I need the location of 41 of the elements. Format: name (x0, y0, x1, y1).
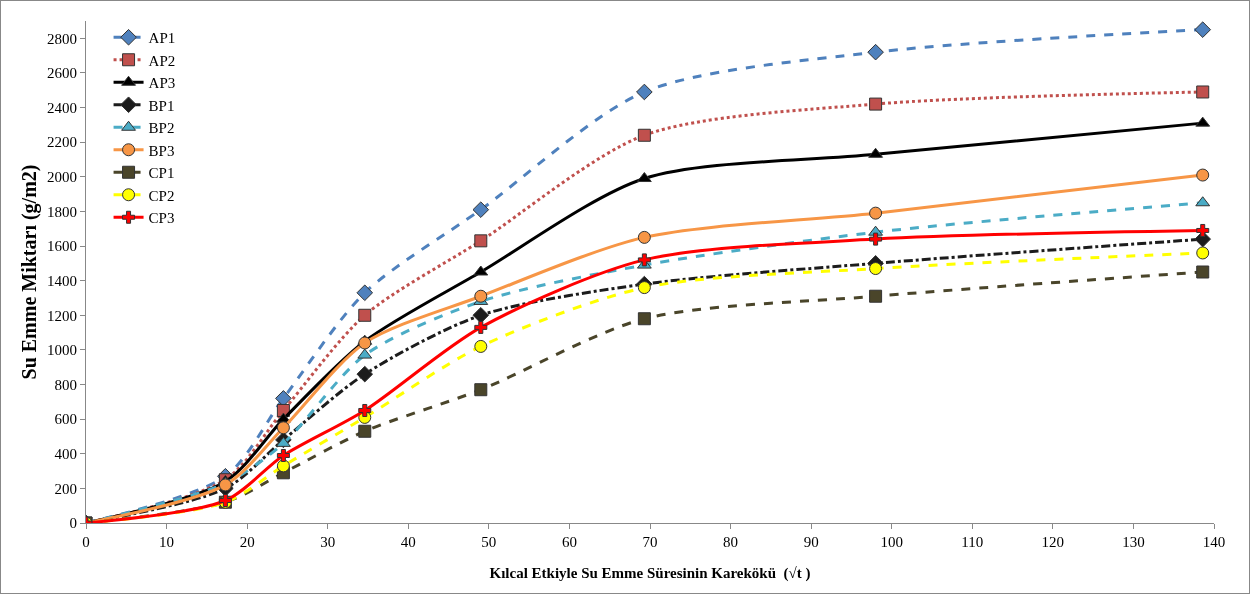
y-tick-label: 2800 (47, 30, 77, 47)
y-tick-label: 1400 (47, 272, 77, 289)
legend-label: AP2 (148, 52, 176, 69)
legend-label: CP1 (148, 165, 175, 182)
x-tick-label: 10 (159, 534, 175, 550)
y-tick-label: 800 (54, 376, 77, 393)
legend-label: AP1 (148, 30, 176, 47)
y-tick-label: 2400 (47, 99, 77, 116)
y-tick-label: 400 (54, 446, 77, 463)
x-tick-label: 140 (1202, 534, 1226, 550)
y-tick-label: 0 (69, 515, 77, 532)
x-tick-label: 0 (82, 534, 90, 550)
x-tick-label: 50 (481, 534, 497, 550)
legend-label: BP3 (148, 142, 175, 159)
y-tick-label: 1200 (47, 307, 77, 324)
x-axis-title: Kılcal Etkiyle Su Emme Süresinin Karekökü (√t ) (489, 565, 811, 582)
y-tick-label: 2200 (47, 134, 77, 151)
x-tick-label: 30 (320, 534, 336, 550)
x-tick-label: 130 (1122, 534, 1145, 550)
y-tick-label: 1600 (47, 238, 77, 255)
x-tick-label: 80 (723, 534, 739, 550)
y-tick-label: 200 (54, 480, 77, 497)
x-tick-label: 20 (239, 534, 255, 550)
x-tick-label: 120 (1041, 534, 1065, 550)
y-tick-label: 2000 (47, 169, 77, 186)
legend-label: CP3 (148, 210, 175, 227)
x-tick-label: 60 (561, 534, 577, 550)
x-tick-label: 100 (880, 534, 903, 550)
legend-label: BP2 (148, 120, 175, 137)
y-axis-title: Su Emme Miktarı (g/m2) (18, 164, 41, 380)
x-tick-label: 70 (642, 534, 658, 550)
legend-label: BP1 (148, 97, 175, 114)
y-tick-label: 1800 (47, 203, 77, 220)
y-tick-label: 600 (54, 411, 77, 428)
x-tick-label: 40 (400, 534, 416, 550)
legend-label: AP3 (148, 75, 176, 92)
legend-label: CP2 (148, 187, 175, 204)
y-tick-label: 2600 (47, 65, 77, 82)
x-tick-label: 90 (803, 534, 819, 550)
y-tick-label: 1000 (47, 342, 77, 359)
x-tick-label: 110 (961, 534, 984, 550)
